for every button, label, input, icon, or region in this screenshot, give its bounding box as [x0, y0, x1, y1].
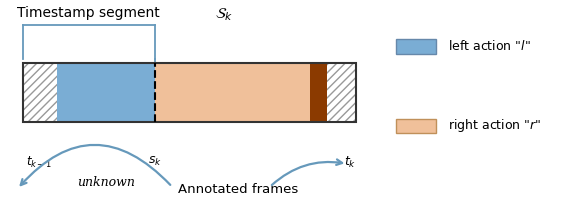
- Text: Annotated frames: Annotated frames: [178, 183, 298, 196]
- Text: unknown: unknown: [77, 176, 135, 189]
- Text: $t_{k-1}$: $t_{k-1}$: [26, 155, 52, 171]
- Text: right action "$r$": right action "$r$": [448, 118, 541, 134]
- Bar: [57, 63, 155, 122]
- Bar: [327, 63, 356, 122]
- Text: $s_k$: $s_k$: [148, 155, 162, 168]
- Bar: [396, 39, 436, 54]
- Text: $t_k$: $t_k$: [344, 155, 356, 171]
- Text: $\mathcal{S}_k$: $\mathcal{S}_k$: [215, 6, 234, 23]
- Text: left action "$l$": left action "$l$": [448, 39, 530, 53]
- Bar: [396, 119, 436, 133]
- Bar: [23, 63, 356, 122]
- Bar: [310, 63, 327, 122]
- Bar: [155, 63, 310, 122]
- Bar: [23, 63, 57, 122]
- Text: Timestamp segment: Timestamp segment: [17, 6, 160, 20]
